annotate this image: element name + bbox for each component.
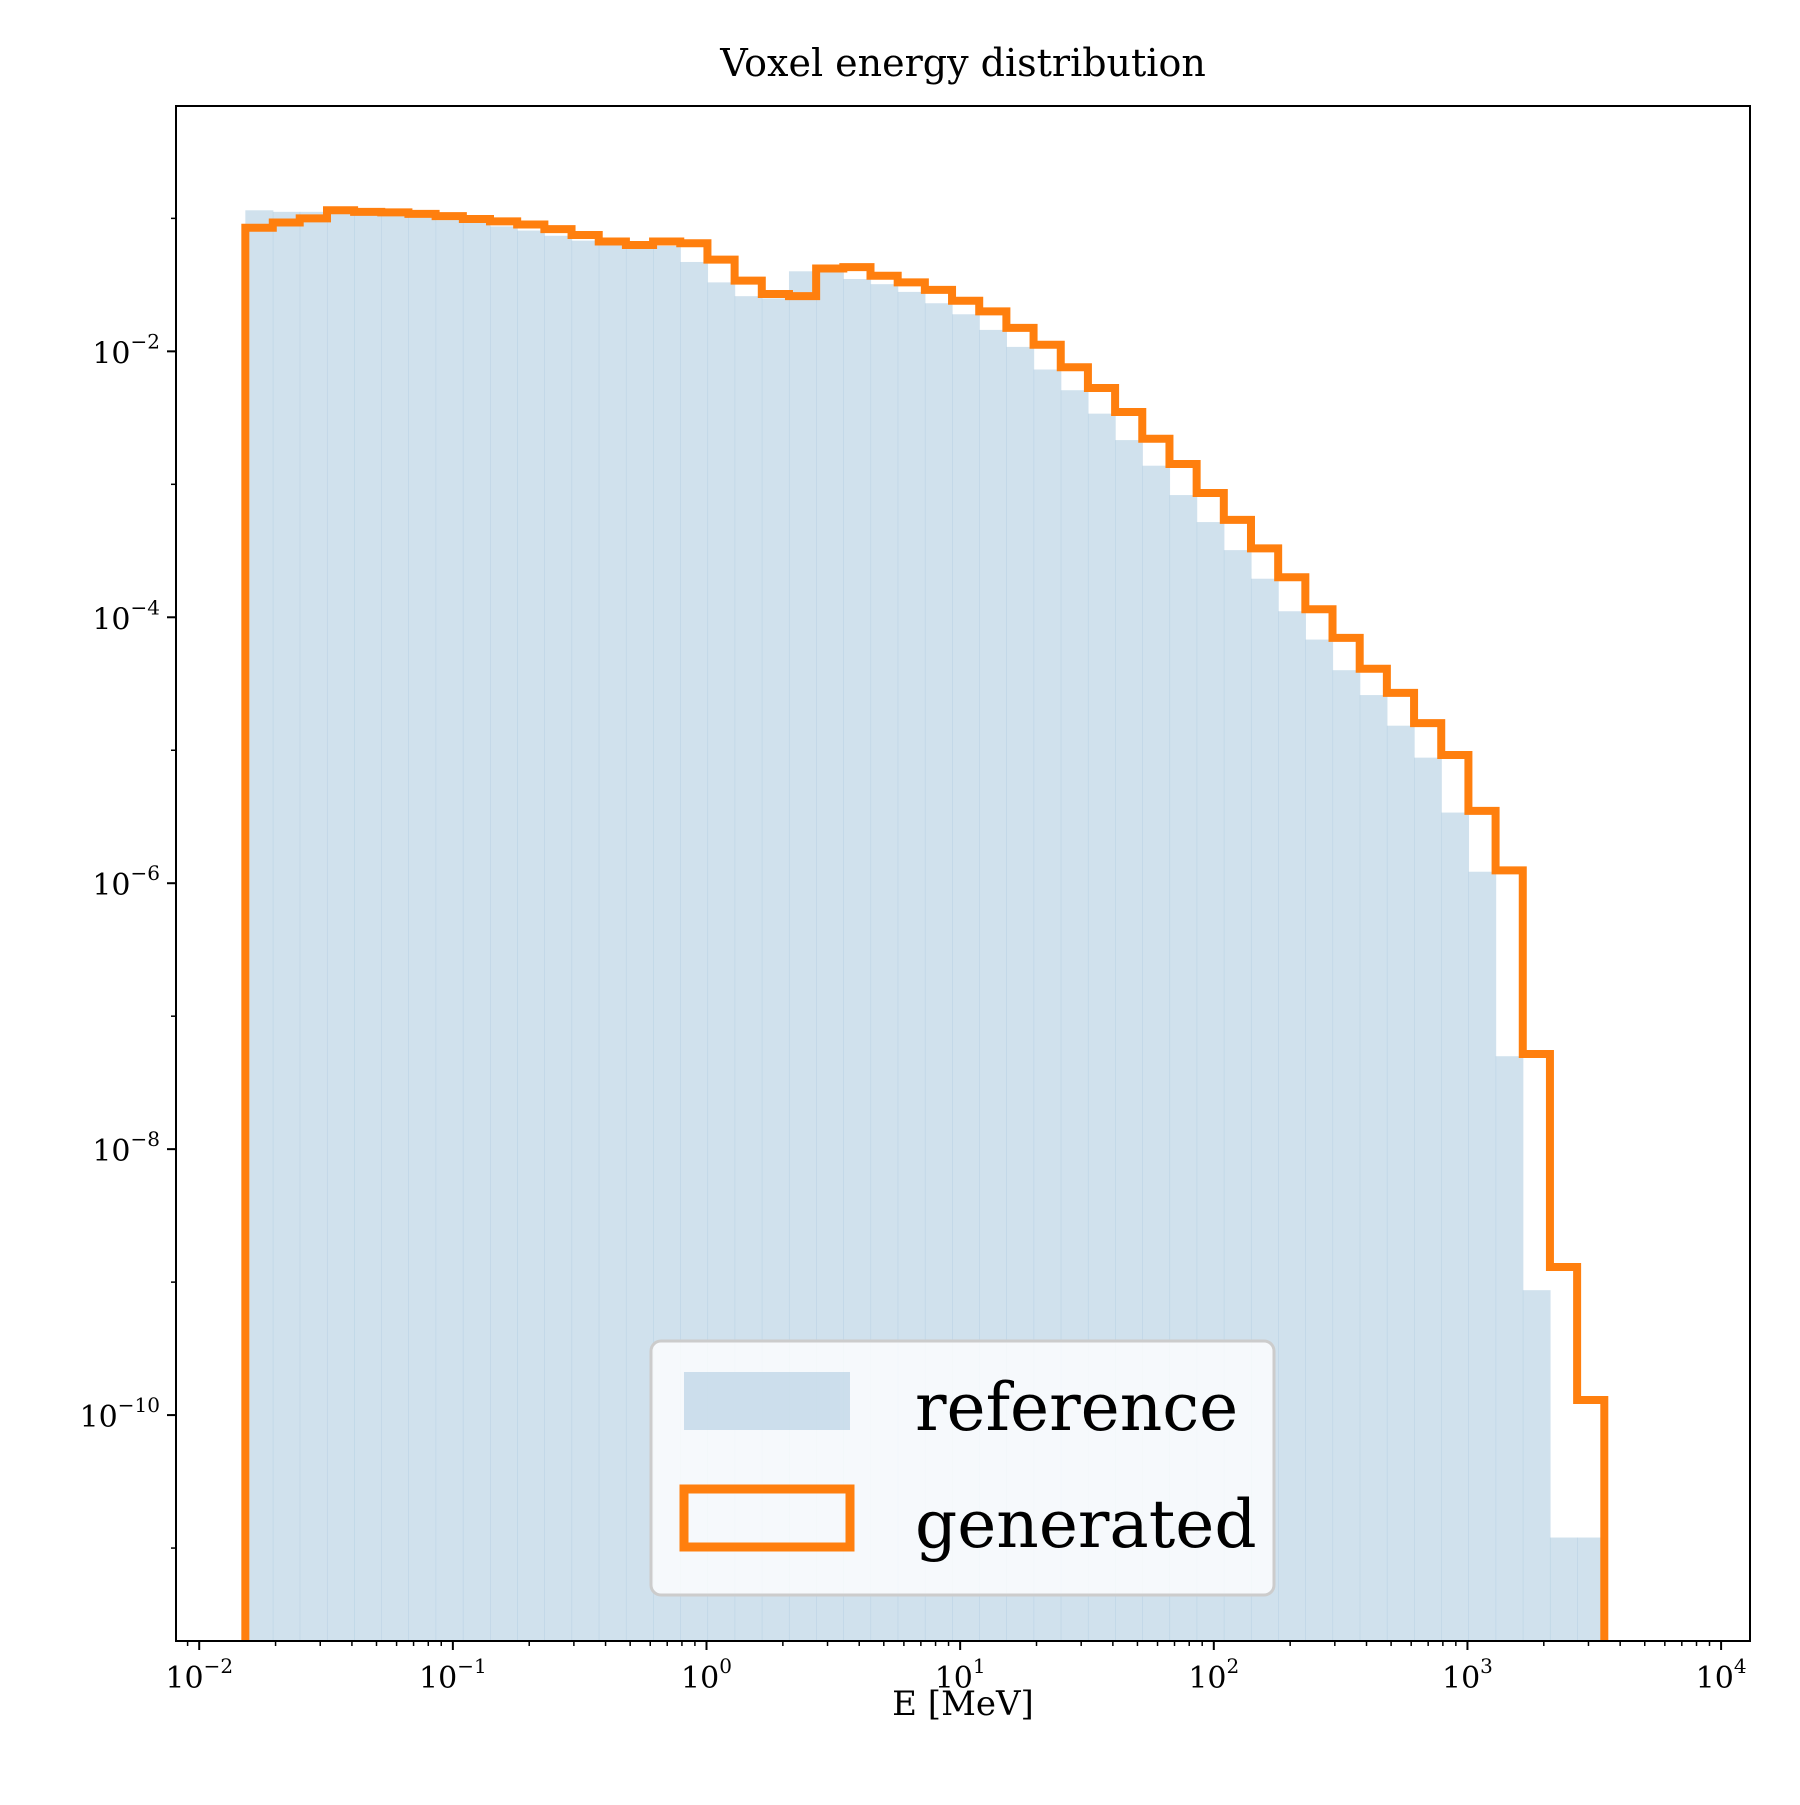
legend: reference generated	[649, 1339, 1276, 1597]
reference-bar	[462, 222, 491, 1641]
reference-bar	[1386, 725, 1415, 1641]
reference-bar	[1441, 812, 1470, 1641]
x-tick-label: 103	[1442, 1654, 1493, 1696]
reference-bar	[435, 220, 464, 1641]
reference-bar	[517, 230, 545, 1641]
x-axis: 10−2 10−1 100 101 102 103 104	[165, 1641, 1747, 1696]
x-tick-label: 10−2	[165, 1654, 233, 1696]
legend-swatch-generated	[679, 1484, 855, 1552]
x-tick-label: 100	[681, 1654, 732, 1696]
reference-bar	[1332, 670, 1361, 1641]
reference-bar	[1577, 1537, 1605, 1641]
y-tick-label: 10−6	[92, 861, 160, 903]
reference-bar	[326, 212, 355, 1641]
reference-bar	[1414, 757, 1442, 1641]
reference-bar	[408, 217, 437, 1641]
reference-bar	[598, 244, 627, 1641]
legend-swatch-reference	[684, 1372, 850, 1430]
reference-bar	[299, 211, 328, 1641]
legend-label-generated: generated	[915, 1486, 1257, 1563]
reference-bar	[544, 235, 573, 1641]
x-tick-label: 102	[1188, 1654, 1239, 1696]
reference-bar	[625, 243, 654, 1641]
x-tick-label: 10−1	[419, 1654, 487, 1696]
reference-bar	[272, 211, 301, 1641]
reference-bar	[1359, 695, 1388, 1641]
reference-bar	[1305, 639, 1334, 1641]
legend-label-reference: reference	[915, 1369, 1238, 1446]
axes-frame	[175, 105, 1751, 1642]
y-tick-label: 10−4	[92, 595, 160, 637]
plot-area	[241, 206, 1609, 1641]
series-reference	[245, 210, 1605, 1641]
chart-title: Voxel energy distribution	[719, 41, 1206, 85]
y-tick-label: 10−2	[92, 329, 160, 371]
reference-bar	[1522, 1290, 1551, 1641]
reference-bar	[381, 215, 410, 1641]
x-tick-label: 101	[935, 1654, 986, 1696]
reference-bar	[354, 213, 382, 1641]
reference-bar	[1278, 611, 1306, 1641]
x-tick-label: 104	[1696, 1654, 1747, 1696]
reference-bar	[1468, 871, 1497, 1641]
y-tick-label: 10−8	[92, 1127, 160, 1169]
x-axis-label: E [MeV]	[892, 1684, 1034, 1724]
reference-bar	[571, 240, 600, 1641]
reference-bar	[245, 210, 274, 1641]
reference-bar	[1549, 1537, 1578, 1641]
series-generated-step	[241, 206, 1609, 1641]
reference-bar	[490, 226, 518, 1641]
reference-bar	[1495, 1056, 1524, 1641]
y-tick-label: 10−10	[80, 1393, 160, 1435]
y-axis: 10−2 10−4 10−6 10−8 10−10	[80, 217, 176, 1549]
